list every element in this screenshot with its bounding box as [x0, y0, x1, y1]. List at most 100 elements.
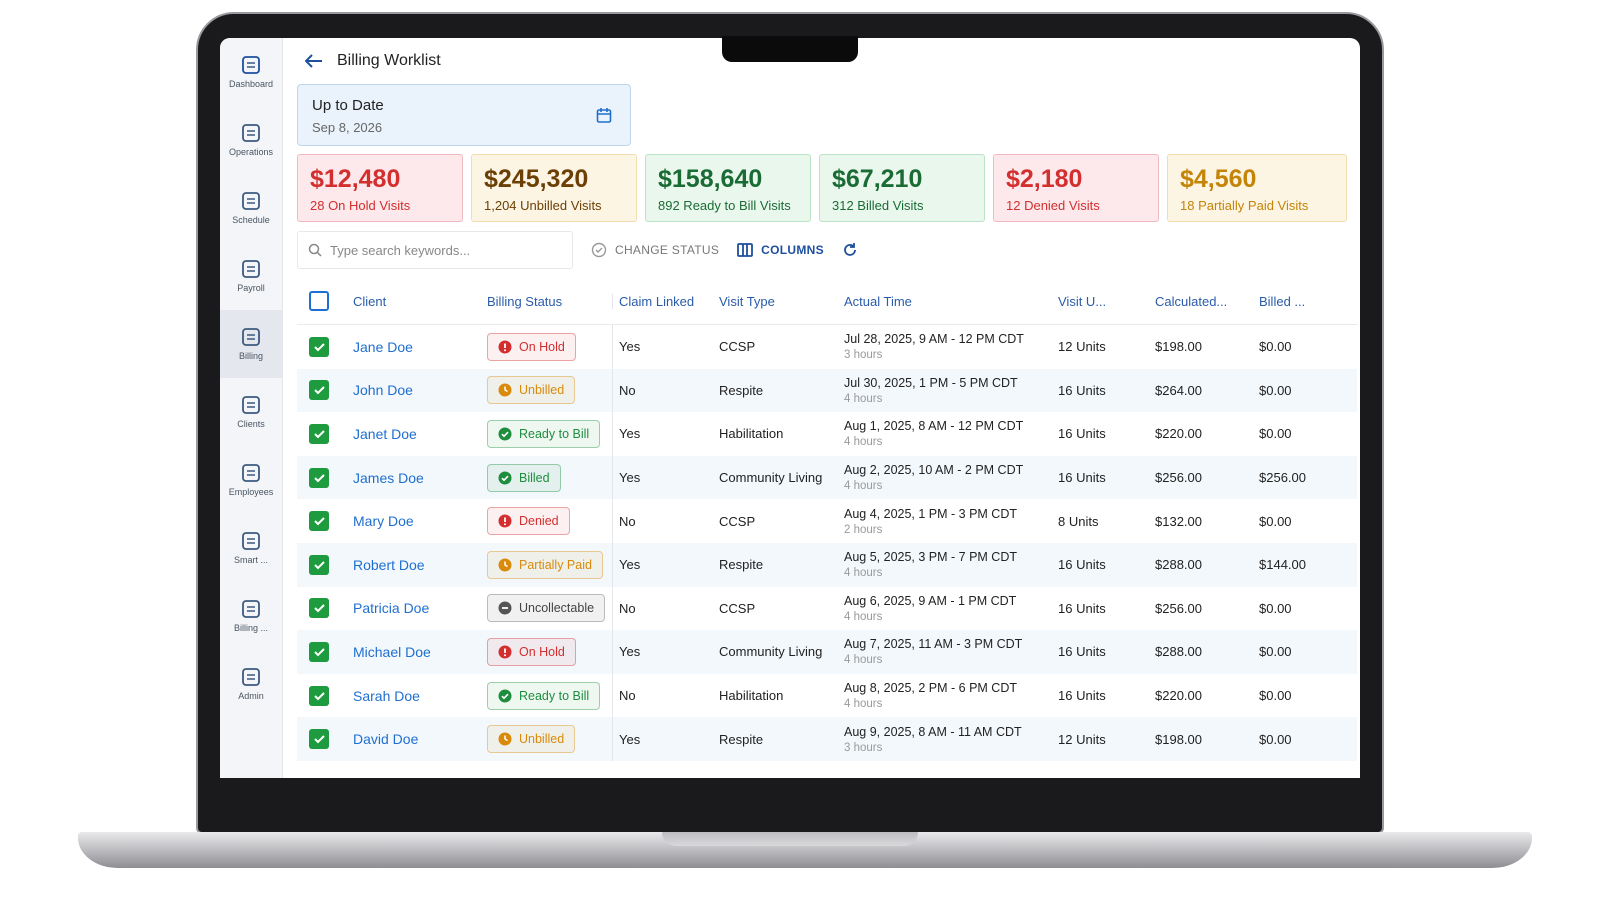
row-checkbox[interactable]: [309, 511, 329, 532]
status-icon: [498, 558, 512, 572]
client-name[interactable]: Mary Doe: [353, 513, 414, 530]
check-mark: [314, 561, 325, 570]
sidebar-item[interactable]: Clients: [220, 378, 282, 446]
row-checkbox[interactable]: [309, 336, 329, 357]
row-checkbox[interactable]: [309, 554, 329, 575]
column-header[interactable]: Client: [353, 293, 387, 309]
status-cell: Denied: [481, 499, 613, 543]
billed-amount: $0.00: [1259, 382, 1292, 398]
claim-linked: Yes: [619, 731, 641, 747]
time-range: Aug 9, 2025, 8 AM - 11 AM CDT: [844, 724, 1022, 739]
status-icon: [498, 645, 512, 659]
sidebar-item[interactable]: Admin: [220, 650, 282, 718]
column-header[interactable]: Actual Time: [844, 293, 912, 309]
calculated-amount: $132.00: [1155, 513, 1202, 529]
status-badge: Billed: [487, 463, 561, 492]
select-all-checkbox[interactable]: [309, 291, 329, 311]
table-row[interactable]: Mary Doe Denied No CCSP Aug 4, 2025, 1 PM - …: [297, 499, 1357, 543]
duration: 3 hours: [844, 349, 883, 362]
sidebar-icon: [242, 192, 260, 210]
row-checkbox[interactable]: [309, 641, 329, 662]
summary-card[interactable]: $67,210 312 Billed Visits: [819, 154, 985, 222]
back-button[interactable]: [305, 54, 323, 68]
status-cell: Unbilled: [481, 368, 613, 413]
row-checkbox[interactable]: [309, 598, 329, 619]
table-row[interactable]: David Doe Unbilled Yes Respite Aug 9, 2025, …: [297, 717, 1357, 761]
sidebar-label: Schedule: [232, 215, 270, 225]
column-header[interactable]: Visit Type: [719, 293, 775, 309]
card-amount: $245,320: [484, 165, 589, 193]
sidebar-item[interactable]: Billing: [220, 310, 282, 378]
time-range: Jul 30, 2025, 1 PM - 5 PM CDT: [844, 375, 1018, 390]
sidebar-label: Operations: [228, 147, 274, 157]
client-name[interactable]: David Doe: [353, 731, 419, 748]
sidebar-item[interactable]: Payroll: [220, 242, 282, 310]
summary-card[interactable]: $245,320 1,204 Unbilled Visits: [471, 154, 637, 222]
visit-type: Respite: [719, 382, 764, 398]
table-row[interactable]: John Doe Unbilled No Respite Jul 30, 2025, 1…: [297, 368, 1357, 413]
sidebar: Dashboard Operations Schedule Payroll Billin…: [220, 38, 283, 778]
row-checkbox[interactable]: [309, 380, 329, 401]
duration: 3 hours: [844, 741, 883, 754]
status-cell: Ready to Bill: [481, 673, 613, 718]
row-checkbox[interactable]: [309, 467, 329, 488]
row-checkbox[interactable]: [309, 729, 329, 750]
change-status-button[interactable]: CHANGE STATUS: [591, 242, 719, 258]
column-header[interactable]: Visit U...: [1058, 293, 1107, 309]
column-header[interactable]: Calculated...: [1155, 293, 1228, 309]
sidebar-icon: [242, 124, 260, 142]
sidebar-icon: [242, 56, 260, 74]
client-name[interactable]: Jane Doe: [353, 338, 413, 355]
calculated-amount: $198.00: [1155, 731, 1202, 747]
column-header[interactable]: Billed ...: [1259, 293, 1306, 309]
status-text: Ready to Bill: [519, 688, 590, 703]
client-name[interactable]: John Doe: [353, 382, 413, 399]
sidebar-item[interactable]: Schedule: [220, 174, 282, 242]
calculated-amount: $288.00: [1155, 557, 1202, 573]
column-header[interactable]: Claim Linked: [619, 293, 695, 309]
client-name[interactable]: Janet Doe: [353, 425, 417, 442]
table-row[interactable]: Janet Doe Ready to Bill Yes Habilitation Aug…: [297, 412, 1357, 456]
client-name[interactable]: Robert Doe: [353, 556, 425, 573]
main-content: Billing Worklist Up to Date Sep 8, 2026 …: [283, 38, 1360, 778]
sidebar-item[interactable]: Employees: [220, 446, 282, 514]
client-name[interactable]: Sarah Doe: [353, 687, 420, 704]
client-name[interactable]: Michael Doe: [353, 643, 431, 660]
summary-card[interactable]: $2,180 12 Denied Visits: [993, 154, 1159, 222]
table-row[interactable]: Michael Doe On Hold Yes Community Living Aug…: [297, 630, 1357, 674]
date-filter[interactable]: Up to Date Sep 8, 2026: [297, 84, 631, 146]
visit-type: CCSP: [719, 513, 756, 529]
summary-card[interactable]: $4,560 18 Partially Paid Visits: [1167, 154, 1347, 222]
status-badge: Ready to Bill: [487, 681, 601, 710]
refresh-button[interactable]: [842, 242, 858, 258]
client-name[interactable]: James Doe: [353, 469, 424, 486]
sidebar-item[interactable]: Billing ...: [220, 582, 282, 650]
table-row[interactable]: Jane Doe On Hold Yes CCSP Jul 28, 2025, 9 AM…: [297, 325, 1357, 369]
summary-card[interactable]: $158,640 892 Ready to Bill Visits: [645, 154, 811, 222]
sidebar-item[interactable]: Operations: [220, 106, 282, 174]
summary-card[interactable]: $12,480 28 On Hold Visits: [297, 154, 463, 222]
row-checkbox[interactable]: [309, 423, 329, 444]
sidebar-label: Smart ...: [233, 555, 268, 565]
table-row[interactable]: James Doe Billed Yes Community Living Aug 2,…: [297, 455, 1357, 500]
card-amount: $4,560: [1180, 165, 1257, 193]
row-checkbox[interactable]: [309, 685, 329, 706]
columns-button[interactable]: COLUMNS: [737, 242, 824, 258]
table-row[interactable]: Robert Doe Partially Paid Yes Respite Aug 5,…: [297, 542, 1357, 587]
table-row[interactable]: Patricia Doe Uncollectable No CCSP Aug 6, 20…: [297, 586, 1357, 631]
laptop-base-notch: [662, 832, 918, 846]
search-box[interactable]: Type search keywords...: [297, 231, 573, 269]
table-row[interactable]: Sarah Doe Ready to Bill No Habilitation Aug …: [297, 673, 1357, 718]
sidebar-item[interactable]: Smart ...: [220, 514, 282, 582]
visit-units: 8 Units: [1058, 513, 1099, 529]
billed-amount: $144.00: [1259, 557, 1306, 573]
client-name[interactable]: Patricia Doe: [353, 600, 430, 617]
status-cell: Ready to Bill: [481, 412, 613, 456]
claim-linked: No: [619, 382, 636, 398]
sidebar-label: Admin: [238, 691, 264, 701]
column-header[interactable]: Billing Status: [481, 293, 613, 309]
billed-amount: $0.00: [1259, 600, 1292, 616]
duration: 4 hours: [844, 567, 883, 580]
sidebar-item[interactable]: Dashboard: [220, 38, 282, 106]
card-caption: 1,204 Unbilled Visits: [484, 198, 602, 213]
